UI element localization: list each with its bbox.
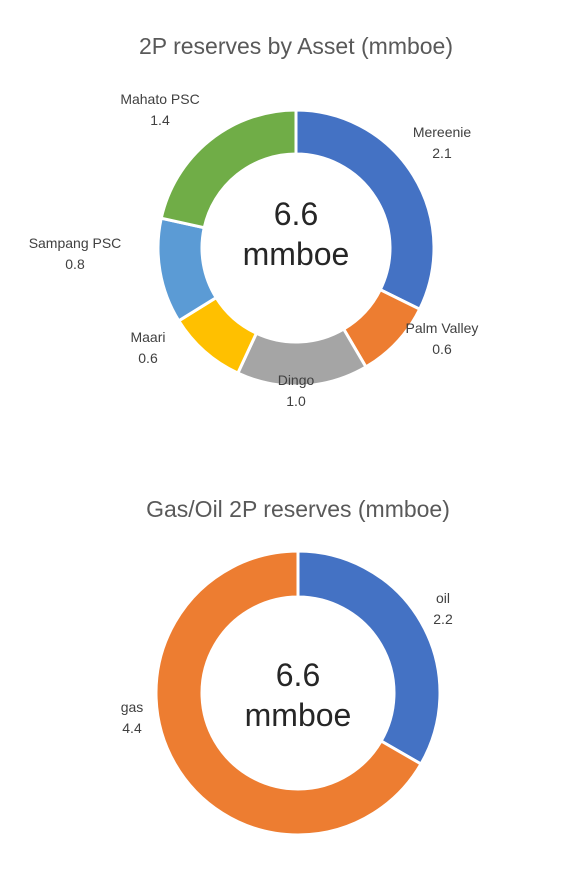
gasoil-center-unit: mmboe	[245, 697, 352, 733]
slice-value-palm-valley: 0.6	[432, 341, 452, 357]
slice-value-maari: 0.6	[138, 350, 158, 366]
slice-value-sampang-psc: 0.8	[65, 256, 85, 272]
slice-label-dingo: Dingo	[278, 372, 315, 388]
asset-slice-labels: Mereenie 2.1 Palm Valley 0.6 Dingo 1.0 Maari 0.…	[29, 91, 479, 409]
slice-value-dingo: 1.0	[286, 393, 306, 409]
asset-chart-title: 2P reserves by Asset (mmboe)	[139, 33, 453, 59]
slice-value-gas: 4.4	[122, 720, 142, 736]
slice-gas	[154, 549, 424, 837]
asset-donut-chart: 2P reserves by Asset (mmboe) 6.6 mmboe M…	[29, 33, 479, 409]
slice-label-mahato-psc: Mahato PSC	[120, 91, 199, 107]
slice-label-oil: oil	[436, 590, 450, 606]
asset-donut-slices	[156, 108, 436, 388]
gasoil-chart-title: Gas/Oil 2P reserves (mmboe)	[146, 496, 450, 522]
slice-label-mereenie: Mereenie	[413, 124, 472, 140]
gasoil-donut-chart: Gas/Oil 2P reserves (mmboe) 6.6 mmboe oi…	[121, 496, 453, 837]
asset-center-unit: mmboe	[243, 236, 350, 272]
asset-center-value: 6.6	[274, 196, 318, 232]
gasoil-donut-slices	[154, 549, 442, 837]
slice-value-mahato-psc: 1.4	[150, 112, 170, 128]
slice-label-palm-valley: Palm Valley	[406, 320, 479, 336]
slice-mahato-psc	[159, 108, 298, 230]
slice-label-gas: gas	[121, 699, 144, 715]
slice-label-sampang-psc: Sampang PSC	[29, 235, 122, 251]
slice-oil	[296, 549, 442, 767]
gasoil-slice-labels: oil 2.2 gas 4.4	[121, 590, 453, 736]
slice-value-oil: 2.2	[433, 611, 453, 627]
gasoil-center-value: 6.6	[276, 657, 320, 693]
slice-mereenie	[294, 108, 436, 312]
slice-label-maari: Maari	[130, 329, 165, 345]
slice-value-mereenie: 2.1	[432, 145, 452, 161]
